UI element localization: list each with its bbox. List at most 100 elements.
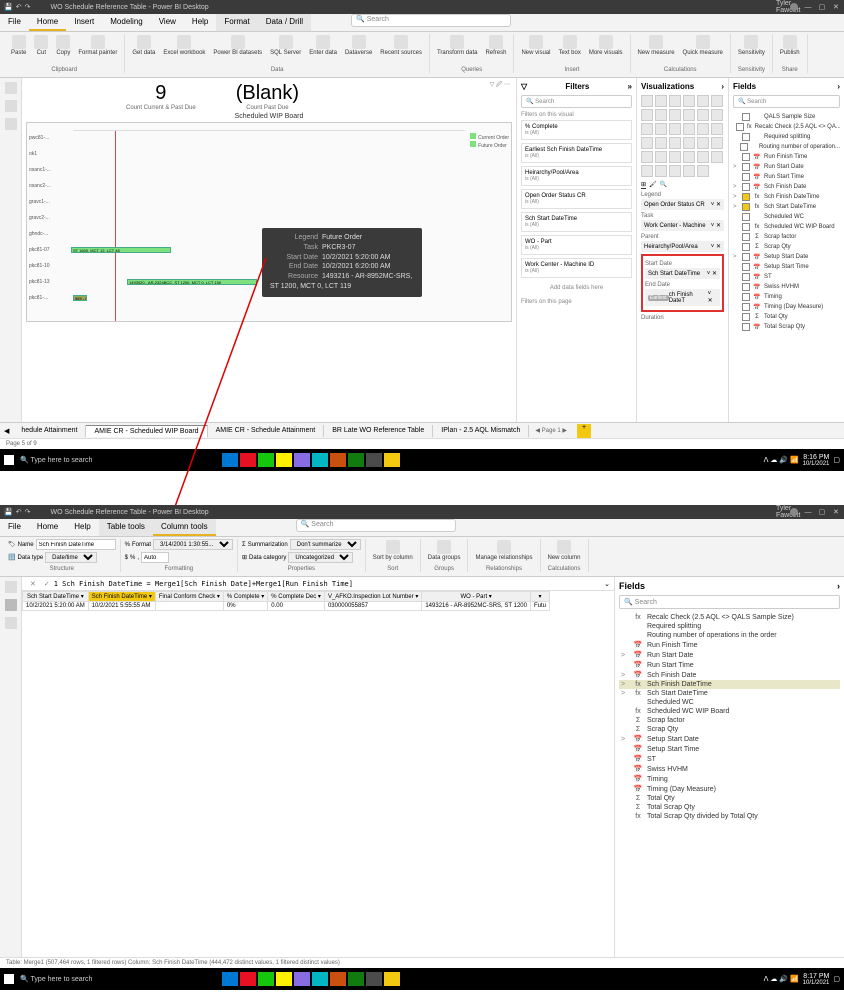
taskbar-app-icon[interactable] — [330, 453, 346, 467]
percent-button[interactable]: % — [130, 555, 135, 561]
quickmeasure-button[interactable]: Quick measure — [680, 34, 726, 57]
taskbar-app-icon[interactable] — [348, 453, 364, 467]
newvisual-button[interactable]: New visual — [518, 34, 553, 57]
viz-type-icon[interactable] — [641, 165, 653, 177]
view-switcher[interactable] — [0, 577, 22, 957]
field-item[interactable]: >📅Sch Finish Date — [733, 182, 840, 192]
taskbar-app-icon[interactable] — [366, 453, 382, 467]
filter-card[interactable]: % Completeis (All) — [521, 120, 632, 140]
page-tabs[interactable]: ◀ hedule AttainmentAMIE CR - Scheduled W… — [0, 422, 844, 438]
field-item[interactable]: ΣScrap factor — [619, 716, 840, 725]
fields-tab-icon[interactable]: ⊞ — [641, 181, 646, 189]
field-well[interactable]: Work Center - Machine˅ ✕ — [641, 220, 724, 231]
gantt-bar[interactable]: 969 - 8 — [73, 295, 87, 301]
table-cell[interactable]: 0.00 — [268, 602, 325, 611]
taskbar-app-icon[interactable] — [240, 972, 256, 986]
taskbar-app-icon[interactable] — [312, 972, 328, 986]
filter-card[interactable]: Open Order Status CRis (All) — [521, 189, 632, 209]
copy-button[interactable]: Copy — [53, 34, 73, 57]
column-name-input[interactable] — [36, 539, 116, 550]
taskbar-app-icon[interactable] — [294, 972, 310, 986]
field-item[interactable]: ΣTotal Qty — [619, 794, 840, 803]
field-item[interactable]: Required splitting — [619, 622, 840, 631]
menu-view[interactable]: View — [151, 14, 184, 31]
column-header[interactable]: Final Conform Check ▾ — [155, 592, 223, 602]
refresh-button[interactable]: Refresh — [482, 34, 509, 57]
field-item[interactable]: Routing number of operations in the orde… — [619, 631, 840, 640]
user-name[interactable]: Tyler Fawcett — [776, 0, 784, 14]
taskbar[interactable]: 🔍 Type here to search ᐱ ☁ 🔊 📶 8:17 PM 10… — [0, 968, 844, 990]
morevisuals-button[interactable]: More visuals — [586, 34, 626, 57]
viz-type-icon[interactable] — [641, 151, 653, 163]
viz-type-icon[interactable] — [683, 137, 695, 149]
field-item[interactable]: 📅Setup Start Time — [619, 744, 840, 754]
cut-button[interactable]: Cut — [31, 34, 51, 57]
menu-insert[interactable]: Insert — [66, 14, 102, 31]
visualizations-pane[interactable]: Visualizations › ⊞ 🖌 🔍 LegendOpen Order … — [636, 78, 728, 422]
textbox-button[interactable]: Text box — [555, 34, 583, 57]
viz-type-icon[interactable] — [669, 165, 681, 177]
column-header[interactable]: WO - Part ▾ — [422, 592, 531, 602]
decimals-input[interactable] — [141, 552, 169, 563]
viz-type-icon[interactable] — [655, 109, 667, 121]
formula-bar[interactable]: ✕ ✓ 1 Sch Finish DateTime = Merge1[Sch F… — [22, 577, 614, 591]
field-item[interactable]: fxScheduled WC WIP Board — [619, 707, 840, 716]
table-cell[interactable]: Futu — [530, 602, 549, 611]
viz-type-icon[interactable] — [655, 151, 667, 163]
field-item[interactable]: 📅Run Start Time — [733, 172, 840, 182]
format-tab-icon[interactable]: 🖌 — [649, 181, 657, 189]
maximize-icon[interactable]: ▢ — [818, 508, 826, 516]
taskbar-app-icon[interactable] — [294, 453, 310, 467]
field-item[interactable]: Required splitting — [733, 132, 840, 142]
close-icon[interactable]: ✕ — [832, 508, 840, 516]
taskbar[interactable]: 🔍 Type here to search ᐱ ☁ 🔊 📶 8:16 PM 10… — [0, 449, 844, 471]
field-item[interactable]: ΣScrap factor — [733, 232, 840, 242]
viz-type-icon[interactable] — [641, 137, 653, 149]
notifications-icon[interactable]: ▢ — [833, 975, 840, 983]
field-item[interactable]: ΣTotal Qty — [733, 312, 840, 322]
menu-home[interactable]: Home — [29, 14, 66, 31]
column-header[interactable]: V_AFKO.Inspection Lot Number ▾ — [324, 592, 421, 602]
taskbar-app-icon[interactable] — [276, 972, 292, 986]
report-canvas[interactable]: ▽ 🖉 ⋯ 9Count Current & Past Due(Blank)Co… — [22, 78, 516, 422]
column-header[interactable]: % Complete Dec ▾ — [268, 592, 325, 602]
datagroups-button[interactable]: Data groups — [425, 539, 464, 562]
category-select[interactable]: Uncategorized — [288, 552, 353, 563]
table-cell[interactable]: 030000055857 — [324, 602, 421, 611]
notifications-icon[interactable]: ▢ — [833, 456, 840, 464]
viz-type-icon[interactable] — [655, 95, 667, 107]
tray-icons[interactable]: ᐱ ☁ 🔊 📶 — [764, 456, 799, 464]
gantt-bar[interactable]: 1493920 - AR-2324BCC, ST 1200, MCT 0, LC… — [127, 279, 257, 285]
report-view-icon[interactable] — [5, 82, 17, 94]
taskbar-app-icon[interactable] — [240, 453, 256, 467]
page-tab[interactable]: BR Late WO Reference Table — [324, 425, 433, 437]
maximize-icon[interactable]: ▢ — [818, 3, 826, 11]
add-page-button[interactable]: + — [577, 424, 591, 438]
currency-button[interactable]: $ — [125, 555, 128, 561]
summarization-select[interactable]: Don't summarize — [290, 539, 361, 550]
taskbar-app-icon[interactable] — [330, 972, 346, 986]
fields-pane[interactable]: Fields› 🔍 Search fxRecalc Check (2.5 AQL… — [614, 577, 844, 957]
viz-type-icon[interactable] — [683, 95, 695, 107]
menu-format[interactable]: Format — [216, 14, 257, 31]
taskbar-app-icon[interactable] — [258, 453, 274, 467]
menu-help[interactable]: Help — [66, 519, 98, 536]
filter-card[interactable]: Work Center - Machine IDis (All) — [521, 258, 632, 278]
gantt-bar[interactable]: ST 1800, MCT 12, LCT 48 — [71, 247, 171, 253]
filters-add-well[interactable]: Add data fields here — [521, 281, 632, 295]
expand-icon[interactable]: ⌄ — [604, 580, 610, 588]
field-item[interactable]: 📅Total Scrap Qty — [733, 322, 840, 332]
comma-button[interactable]: , — [137, 555, 139, 561]
qat-icons[interactable]: 💾↶↷ — [4, 508, 30, 516]
report-view-icon[interactable] — [5, 581, 17, 593]
field-well[interactable]: Heirarchy/Pool/Area˅ ✕ — [641, 241, 724, 252]
filter-card[interactable]: Heirarchy/Pool/Areais (All) — [521, 166, 632, 186]
sortbycolumn-button[interactable]: Sort by column — [370, 539, 416, 562]
data-view-icon[interactable] — [5, 100, 17, 112]
field-item[interactable]: 📅Swiss HVHM — [619, 764, 840, 774]
field-item[interactable]: fxRecalc Check (2.5 AQL <> QALS Sample S… — [619, 613, 840, 622]
page-tab[interactable]: hedule Attainment — [13, 425, 86, 437]
viz-type-icon[interactable] — [711, 123, 723, 135]
viz-type-icon[interactable] — [669, 151, 681, 163]
viz-type-icon[interactable] — [683, 165, 695, 177]
